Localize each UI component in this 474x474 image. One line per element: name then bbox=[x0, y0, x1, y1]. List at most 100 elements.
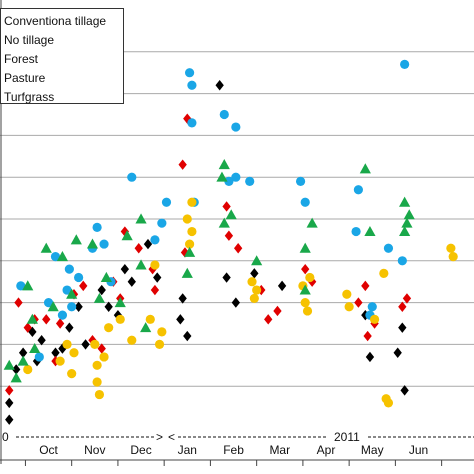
data-point bbox=[104, 301, 113, 312]
data-point bbox=[301, 263, 310, 275]
data-point bbox=[353, 185, 363, 195]
data-point bbox=[92, 360, 102, 370]
data-point bbox=[51, 347, 60, 358]
data-point bbox=[134, 243, 143, 254]
data-point bbox=[222, 272, 231, 283]
data-point bbox=[37, 335, 46, 346]
data-point bbox=[99, 352, 109, 362]
data-point bbox=[150, 260, 160, 270]
data-point bbox=[299, 284, 311, 295]
data-point bbox=[398, 322, 407, 333]
data-point bbox=[29, 342, 41, 354]
data-point bbox=[300, 197, 310, 207]
data-point bbox=[364, 225, 376, 237]
arrow-head-left: < bbox=[168, 430, 175, 444]
legend-entry: No tillage bbox=[4, 33, 54, 47]
data-point bbox=[81, 339, 90, 350]
data-point bbox=[34, 352, 44, 362]
legend-box bbox=[0, 8, 124, 104]
data-point bbox=[231, 297, 241, 308]
data-point bbox=[135, 259, 147, 270]
data-point bbox=[178, 293, 187, 304]
data-point bbox=[145, 314, 155, 324]
data-point bbox=[448, 252, 458, 262]
data-point bbox=[135, 213, 147, 224]
data-point bbox=[50, 252, 61, 262]
x-tick-label: Mar bbox=[269, 443, 290, 457]
data-point bbox=[393, 347, 402, 358]
data-point bbox=[17, 355, 29, 366]
series-pasture bbox=[23, 197, 458, 408]
data-point bbox=[92, 222, 102, 232]
data-point bbox=[181, 267, 193, 278]
data-point bbox=[400, 59, 410, 69]
data-point bbox=[252, 285, 262, 295]
data-point bbox=[182, 214, 192, 224]
data-point bbox=[302, 306, 313, 316]
data-point bbox=[178, 159, 187, 170]
data-point bbox=[157, 218, 167, 228]
data-point bbox=[233, 243, 243, 254]
data-point bbox=[305, 272, 315, 283]
data-point bbox=[399, 225, 411, 237]
data-point bbox=[247, 277, 257, 287]
data-point bbox=[264, 314, 273, 325]
year-annotations: 0 > <2011 bbox=[2, 430, 474, 444]
data-point bbox=[185, 239, 195, 249]
data-point bbox=[306, 217, 318, 228]
data-point bbox=[70, 234, 82, 245]
data-point bbox=[403, 209, 415, 220]
data-point bbox=[66, 288, 78, 299]
data-point bbox=[363, 330, 372, 342]
data-point bbox=[367, 302, 377, 312]
data-point bbox=[55, 318, 65, 329]
data-point bbox=[249, 293, 259, 304]
x-tick-label: Nov bbox=[84, 443, 105, 457]
data-point bbox=[300, 298, 310, 308]
data-point bbox=[5, 414, 14, 425]
data-point bbox=[94, 389, 105, 400]
data-point bbox=[74, 272, 84, 283]
data-point bbox=[143, 238, 153, 250]
data-point bbox=[401, 217, 413, 228]
data-point bbox=[344, 302, 354, 312]
data-point bbox=[369, 314, 380, 324]
data-point bbox=[5, 385, 14, 396]
data-point bbox=[218, 217, 230, 228]
data-point bbox=[43, 298, 54, 308]
data-point bbox=[104, 323, 114, 333]
data-point bbox=[277, 280, 287, 292]
data-point bbox=[183, 330, 192, 342]
series-no-tillage bbox=[5, 113, 412, 396]
data-point bbox=[351, 226, 361, 237]
data-point bbox=[185, 68, 195, 78]
data-point bbox=[446, 243, 456, 253]
data-point bbox=[342, 289, 352, 299]
legend-entry: Conventiona tillage bbox=[4, 14, 106, 28]
legend: Conventiona tillage No tillage Forest Pastu… bbox=[0, 8, 124, 104]
data-point bbox=[65, 322, 74, 333]
data-point bbox=[400, 385, 409, 396]
data-point bbox=[93, 292, 106, 303]
data-point bbox=[383, 243, 394, 253]
data-point bbox=[150, 235, 160, 245]
data-point bbox=[3, 359, 15, 370]
data-point bbox=[127, 172, 137, 182]
data-point bbox=[231, 172, 241, 182]
data-point bbox=[62, 285, 72, 295]
data-point bbox=[222, 201, 231, 212]
data-point bbox=[273, 305, 282, 317]
data-point bbox=[97, 343, 106, 354]
legend-entry: Forest bbox=[4, 52, 39, 66]
data-point bbox=[361, 280, 370, 292]
data-point bbox=[42, 314, 51, 325]
data-point bbox=[79, 280, 88, 292]
series-forest bbox=[16, 59, 410, 362]
data-point bbox=[157, 327, 167, 337]
data-point bbox=[115, 314, 125, 324]
data-point bbox=[23, 322, 32, 333]
data-point bbox=[187, 197, 197, 207]
data-point bbox=[379, 268, 389, 278]
data-point bbox=[153, 272, 162, 283]
